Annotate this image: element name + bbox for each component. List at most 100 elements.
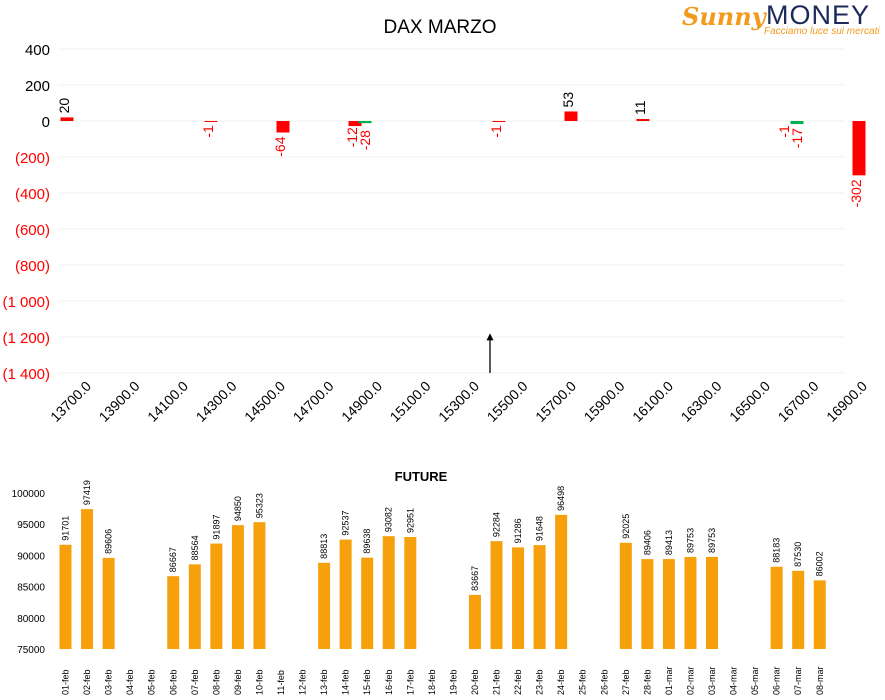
future-data-label: 86667 (168, 547, 178, 572)
future-x-tick-label: 08-feb (211, 669, 221, 695)
future-data-label: 89606 (104, 529, 114, 554)
dax-bar-red (636, 119, 650, 121)
future-bar (59, 544, 72, 649)
future-bar (770, 566, 783, 649)
future-x-tick-label: 21-feb (492, 669, 502, 695)
future-x-tick-label: 11-feb (276, 670, 286, 695)
future-data-label: 91897 (211, 515, 221, 540)
dax-x-tick-label: 15500.0 (484, 378, 531, 425)
future-y-tick-label: 85000 (17, 583, 45, 594)
future-bar (684, 556, 697, 649)
future-bar (662, 559, 675, 649)
future-bar (102, 557, 115, 649)
future-x-tick-label: 19-feb (448, 669, 458, 695)
dax-x-tick-label: 16900.0 (823, 378, 870, 425)
future-bar (555, 514, 568, 649)
future-bar (382, 536, 395, 649)
future-x-tick-label: 01-mar (664, 666, 674, 695)
future-x-tick-label: 27-feb (621, 669, 631, 695)
dax-bar-red (276, 121, 290, 133)
dax-data-label: -28 (357, 130, 373, 150)
dax-data-label: -17 (789, 128, 805, 148)
future-bar (188, 564, 201, 649)
future-data-label: 93082 (384, 507, 394, 532)
future-bar (792, 570, 805, 649)
future-x-tick-label: 01-feb (61, 669, 71, 695)
future-y-tick-label: 80000 (17, 614, 45, 625)
future-x-tick-label: 18-feb (427, 669, 437, 695)
future-bar (318, 562, 331, 649)
future-data-label: 91701 (61, 516, 71, 541)
dax-y-tick-label: (400) (15, 186, 50, 203)
dax-x-tick-label: 14500.0 (241, 378, 288, 425)
future-data-label: 89413 (664, 530, 674, 555)
future-x-tick-label: 04-feb (125, 669, 135, 695)
future-y-tick-label: 100000 (12, 489, 46, 500)
dax-y-tick-label: 0 (42, 114, 50, 131)
future-bar (81, 509, 94, 649)
dax-data-label: 53 (560, 92, 576, 108)
future-data-label: 92951 (405, 508, 415, 533)
dax-data-label: -1 (200, 125, 216, 138)
future-x-tick-label: 20-feb (470, 669, 480, 695)
future-bar (167, 576, 180, 649)
future-bar (512, 547, 525, 649)
future-x-tick-label: 04-mar (729, 666, 739, 695)
dax-x-tick-label: 13900.0 (96, 378, 143, 425)
dax-x-tick-label: 16700.0 (775, 378, 822, 425)
dax-x-tick-label: 14900.0 (338, 378, 385, 425)
future-data-label: 92025 (621, 514, 631, 539)
future-x-tick-label: 06-mar (772, 666, 782, 695)
future-x-tick-label: 14-feb (341, 669, 351, 695)
future-data-label: 89406 (642, 530, 652, 555)
future-x-tick-label: 07-feb (190, 669, 200, 695)
future-data-label: 95323 (254, 493, 264, 518)
dax-data-label: -64 (272, 136, 288, 156)
future-x-tick-label: 06-feb (168, 669, 178, 695)
future-x-tick-label: 16-feb (384, 669, 394, 695)
future-x-tick-label: 23-feb (535, 669, 545, 695)
future-bar (619, 542, 632, 649)
future-bar (533, 545, 546, 649)
logo-brand-left: Sunny (682, 2, 766, 31)
dax-data-label: -12 (344, 127, 360, 147)
dax-bar-red (564, 111, 578, 121)
dax-y-tick-label: (1 000) (2, 294, 50, 311)
future-data-label: 89753 (685, 528, 695, 553)
future-bar (210, 543, 223, 649)
future-x-tick-label: 28-feb (642, 669, 652, 695)
dax-x-tick-label: 16100.0 (629, 378, 676, 425)
future-data-label: 88183 (772, 538, 782, 563)
future-data-label: 96498 (556, 486, 566, 511)
dax-x-tick-label: 15100.0 (387, 378, 434, 425)
future-data-label: 89753 (707, 528, 717, 553)
dax-chart-title: DAX MARZO (384, 17, 497, 38)
dax-marzo-chart: DAX MARZO 400 200 0 (200) (400) (600) (800) (1 … (2, 17, 870, 425)
future-y-tick-label: 75000 (17, 645, 45, 656)
future-data-label: 86002 (815, 551, 825, 576)
dax-y-tick-label: (1 200) (2, 330, 50, 347)
dax-data-label: -1 (776, 125, 792, 138)
future-x-tick-label: 12-feb (298, 669, 308, 695)
future-bar (468, 594, 481, 649)
dax-y-tick-label: (600) (15, 222, 50, 239)
dax-bar-green (358, 121, 372, 124)
future-bar (404, 536, 417, 649)
future-x-tick-label: 09-feb (233, 669, 243, 695)
dax-data-label: 11 (632, 100, 648, 115)
future-x-tick-label: 05-feb (147, 669, 157, 695)
future-x-tick-label: 22-feb (513, 669, 523, 695)
dax-bar-red (204, 121, 218, 122)
dax-x-tick-label: 14100.0 (144, 378, 191, 425)
dax-bar-red (852, 121, 866, 176)
dax-y-tick-label: (800) (15, 258, 50, 275)
future-bar (813, 580, 826, 649)
dax-x-tick-label: 16300.0 (678, 378, 725, 425)
dax-x-tick-label: 15700.0 (532, 378, 579, 425)
future-x-tick-label: 03-mar (707, 666, 717, 695)
dax-bar-red (492, 121, 506, 122)
future-y-tick-label: 95000 (17, 520, 45, 531)
logo-brand-right: MONEY (766, 0, 871, 30)
future-data-label: 94850 (233, 496, 243, 521)
future-data-label: 87530 (793, 542, 803, 567)
